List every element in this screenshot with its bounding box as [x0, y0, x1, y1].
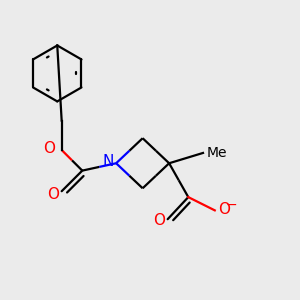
- Text: O: O: [43, 141, 55, 156]
- Text: O: O: [153, 213, 165, 228]
- Text: −: −: [226, 198, 238, 212]
- Text: O: O: [47, 187, 59, 202]
- Text: Me: Me: [206, 146, 227, 160]
- Text: N: N: [102, 154, 114, 169]
- Text: O: O: [218, 202, 230, 217]
